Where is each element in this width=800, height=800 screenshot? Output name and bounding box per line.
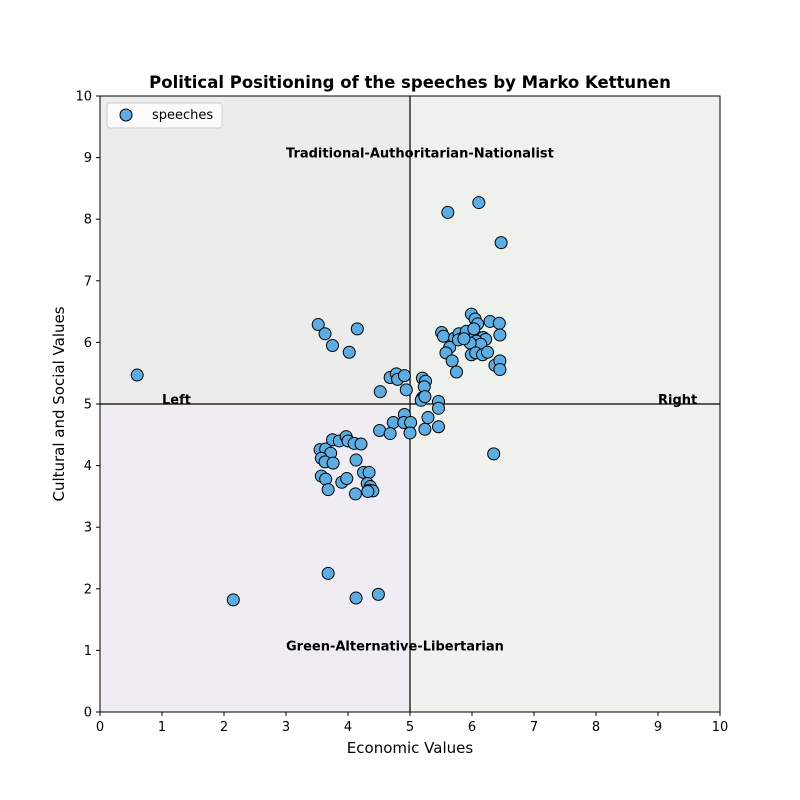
y-tick-label: 4	[84, 459, 92, 474]
x-tick-label: 0	[96, 720, 104, 735]
data-point	[457, 332, 471, 346]
x-tick-label: 9	[654, 720, 662, 735]
data-point	[472, 196, 486, 210]
data-point	[318, 327, 332, 341]
data-point	[371, 587, 385, 601]
legend: speeches	[106, 102, 223, 129]
annotation-3: Right	[658, 393, 697, 408]
quadrant-bottom-right	[410, 404, 720, 712]
data-point	[445, 354, 459, 368]
chart-title: Political Positioning of the speeches by…	[149, 73, 671, 92]
quadrant-top-left	[100, 96, 410, 404]
legend-marker	[119, 108, 133, 122]
data-point	[321, 483, 335, 497]
data-point	[321, 566, 335, 580]
x-tick-label: 2	[220, 720, 228, 735]
data-point	[421, 411, 435, 425]
y-tick-label: 10	[75, 90, 92, 105]
x-tick-label: 3	[282, 720, 290, 735]
quadrant-bottom-left	[100, 404, 410, 712]
data-point	[226, 593, 240, 607]
x-tick-label: 10	[712, 720, 729, 735]
data-point	[349, 591, 363, 605]
x-axis-label: Economic Values	[347, 739, 474, 757]
x-axis-ticks: 0 1 2 3 4 5 6 7 8 9 10	[96, 712, 728, 735]
data-point	[418, 390, 432, 404]
quadrant-dividers	[100, 96, 720, 712]
data-point	[467, 322, 481, 336]
data-point	[450, 365, 463, 379]
data-point	[383, 427, 397, 441]
data-point	[493, 363, 507, 377]
data-point	[340, 472, 354, 486]
data-point	[494, 236, 508, 250]
y-tick-label: 9	[84, 151, 92, 166]
data-point	[349, 453, 363, 467]
data-point	[481, 345, 494, 359]
data-point	[326, 456, 340, 470]
y-tick-label: 3	[84, 521, 92, 536]
y-tick-label: 8	[84, 213, 92, 228]
y-tick-label: 1	[84, 644, 92, 659]
y-tick-label: 7	[84, 274, 92, 289]
data-points	[130, 196, 508, 607]
annotation-0: Traditional-Authoritarian-Nationalist	[286, 147, 554, 162]
y-tick-label: 2	[84, 582, 92, 597]
data-point	[493, 328, 507, 342]
data-point	[432, 401, 446, 415]
annotation-1: Green-Alternative-Libertarian	[286, 639, 504, 654]
data-point	[350, 322, 364, 336]
data-point	[492, 316, 506, 330]
data-point	[373, 385, 387, 399]
quadrant-annotations: Traditional-Authoritarian-Nationalist Gre…	[162, 147, 697, 655]
data-point	[354, 437, 368, 451]
annotation-2: Left	[162, 393, 191, 408]
data-point	[319, 472, 333, 486]
data-point	[311, 318, 325, 332]
y-axis-ticks: 0 1 2 3 4 5 6 7 8 9 10	[75, 90, 100, 721]
quadrant-top-right	[410, 96, 720, 404]
data-point	[361, 484, 375, 498]
x-tick-label: 4	[344, 720, 352, 735]
data-point	[399, 383, 413, 397]
data-point	[130, 368, 144, 382]
x-tick-label: 5	[406, 720, 414, 735]
data-point	[441, 205, 455, 219]
y-tick-label: 0	[84, 706, 92, 721]
x-tick-label: 8	[592, 720, 600, 735]
data-point	[326, 338, 339, 352]
data-point	[403, 426, 417, 440]
legend-label: speeches	[152, 108, 213, 123]
data-point	[436, 329, 450, 343]
x-tick-label: 6	[468, 720, 476, 735]
data-point	[432, 420, 446, 434]
data-point	[348, 487, 362, 501]
y-tick-label: 6	[84, 336, 92, 351]
y-tick-label: 5	[84, 398, 92, 413]
x-tick-label: 7	[530, 720, 538, 735]
data-point	[342, 345, 356, 359]
x-tick-label: 1	[158, 720, 166, 735]
y-axis-label: Cultural and Social Values	[50, 306, 68, 501]
data-point	[362, 465, 376, 479]
data-point	[418, 422, 432, 436]
data-point	[397, 369, 411, 383]
legend-box	[106, 102, 223, 129]
data-point	[487, 447, 501, 461]
